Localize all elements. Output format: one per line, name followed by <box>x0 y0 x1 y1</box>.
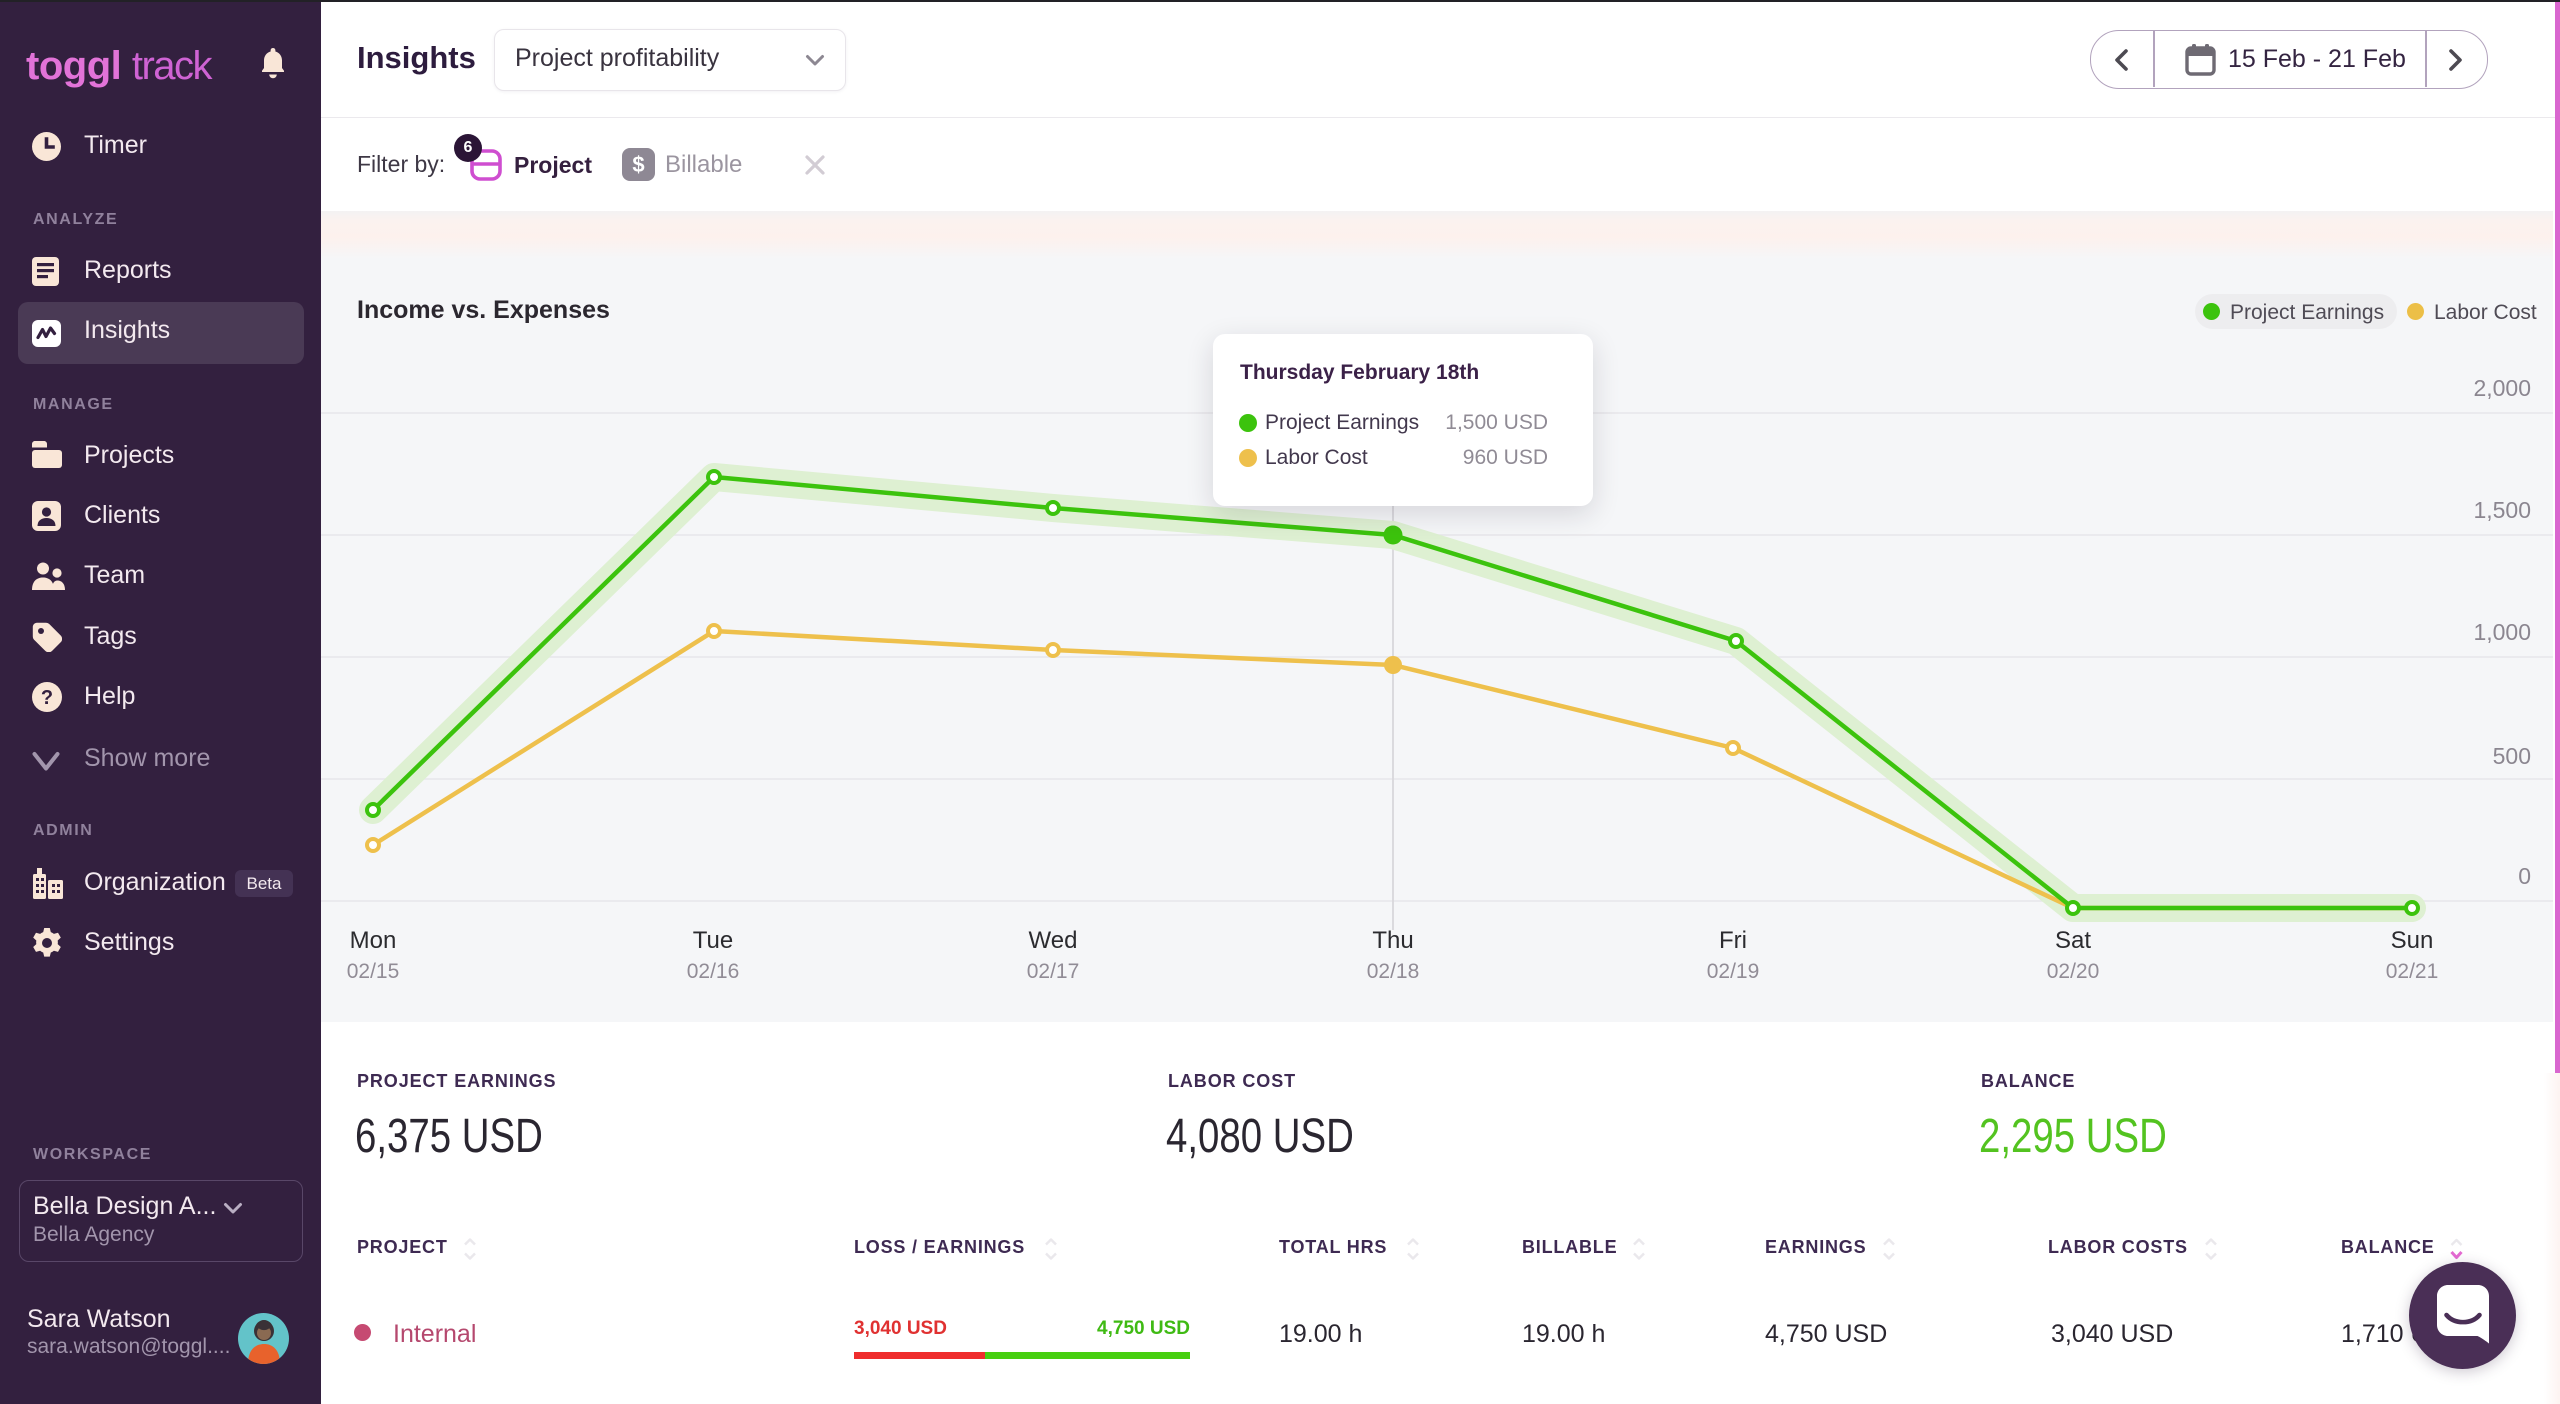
svg-text:?: ? <box>41 687 53 709</box>
